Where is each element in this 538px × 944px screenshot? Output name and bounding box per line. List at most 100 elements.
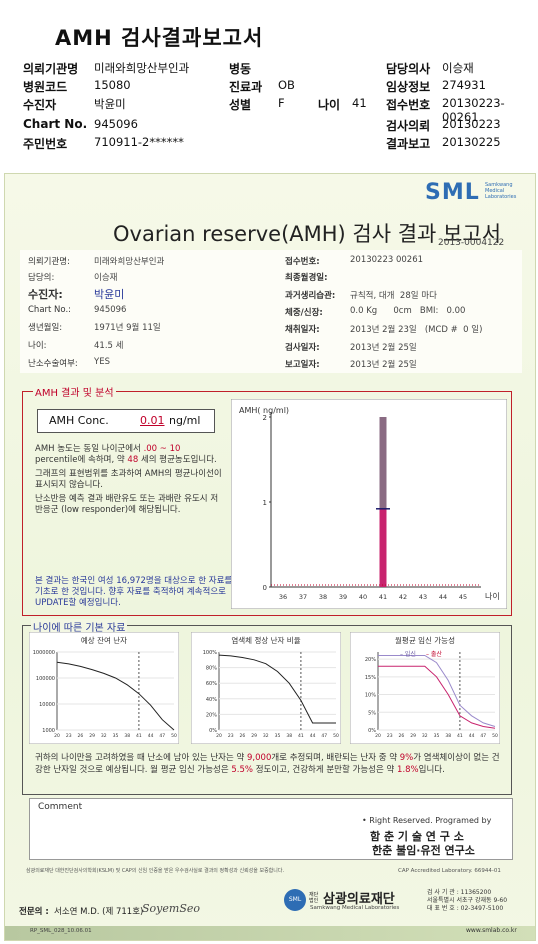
mini3-xtick-9: 47: [480, 733, 486, 739]
analysis-paragraph-3: 난소반응 예측 결과 배란유도 또는 과배란 유도시 저반응군 (low res…: [35, 494, 219, 515]
institute-1: 함 춘 기 술 연 구 소: [370, 830, 464, 843]
left-info-label-5: 나이:: [28, 341, 47, 351]
amh-conc-label: AMH Conc.: [49, 414, 109, 427]
left-info-label-4: 생년월일:: [28, 323, 63, 333]
mini1-xtick-5: 35: [113, 733, 119, 739]
header-row-2-l1-label: 수진자: [23, 98, 57, 112]
contact-phone: 대 표 번 호 : 02-3497-5100: [427, 905, 504, 912]
header-row-3-l3-label: 검사의뢰: [386, 119, 431, 133]
amh-chart-title: AMH( ng/ml): [239, 406, 289, 415]
mini3-series-출산: [378, 665, 496, 729]
mini1-xtick-3: 29: [89, 733, 95, 739]
header-row-2-v2b-value: 41: [352, 96, 367, 110]
mini2-frame: [191, 632, 341, 744]
mini3-xtick-0: 20: [375, 733, 381, 739]
amh-chart: AMH( ng/ml) 0 1 2 36 37 38 39 40 41 42 43 44 45 나이: [231, 399, 507, 609]
left-info-label-1: 담당의:: [28, 273, 55, 283]
summary-c: 가 염색체이상이 없는 건강한 난자일 것으로 예상됩니다. 월 평균 임신 가…: [35, 753, 500, 775]
institute-2: 한춘 불임·유전 연구소: [372, 844, 475, 857]
sml-logo-sub: Samkwang Medical Laboratories: [485, 182, 516, 200]
amh-chart-range-upper: [379, 417, 387, 509]
right-info-label-3: 체중/신장:: [285, 308, 323, 318]
analysis-percentile-range: .00 ~ 10: [143, 444, 181, 454]
mini3-ytick-3: 5%: [368, 710, 376, 716]
right-info-value-0: 20130223 00261: [350, 255, 424, 265]
amh-chart-ytick-1: 1: [263, 499, 267, 507]
analysis-p1-b: percentile에 속하며, 약: [35, 455, 125, 465]
mini3-xtick-1: 23: [387, 733, 393, 739]
summary-e: 입니다.: [418, 765, 445, 775]
mini1-xtick-9: 47: [159, 733, 165, 739]
mini2-ytick-4: 20%: [206, 712, 217, 718]
comment-label: Comment: [38, 802, 83, 812]
amh-chart-xtick-2: 38: [319, 593, 327, 601]
header-row-0-v1-value: 미래와희망산부인과: [94, 61, 190, 75]
amh-chart-range-lower: [379, 508, 387, 587]
mini2-xtick-8: 44: [310, 733, 316, 739]
amh-chart-xlabel: 나이: [485, 591, 500, 601]
mini2-xtick-3: 29: [251, 733, 257, 739]
foundation-english: Samkwang Medical Laboratories: [310, 905, 400, 911]
mini1-ytick-3: 1000: [42, 728, 55, 734]
analysis-paragraph-1: AMH 농도는 동일 나이군에서 .00 ~ 10 percentile에 속하…: [35, 444, 225, 466]
header-row-2-v2-value: F: [278, 96, 285, 110]
mini2-xtick-0: 20: [216, 733, 222, 739]
mini3-ytick-0: 20%: [365, 657, 376, 663]
right-info-label-2: 과거생리습관:: [285, 291, 336, 301]
form-number: RP_SML_028_10.06.01: [30, 928, 92, 934]
header-row-3-v3-value: 20130223: [442, 117, 501, 131]
mini3-xtick-2: 26: [399, 733, 405, 739]
right-info-value-6: 2013년 2월 25일: [350, 360, 417, 370]
mini3-frame: [350, 632, 500, 744]
mini2-xtick-4: 32: [263, 733, 269, 739]
analysis-p1-a: AMH 농도는 동일 나이군에서: [35, 444, 141, 454]
header-row-1-l2-label: 진료과: [229, 80, 263, 94]
right-info-value-4: 2013년 2월 23일 (MCD # 0 일): [350, 325, 483, 335]
right-info-label-0: 접수번호:: [285, 257, 320, 267]
sml-logo-text: SML: [425, 180, 480, 205]
mini1-ytick-2: 10000: [39, 702, 55, 708]
mini3-legend-1: – 출산: [426, 650, 442, 658]
mini3-xtick-4: 32: [422, 733, 428, 739]
summary-d: 정도이고, 건강하게 분만할 가능성은 약: [255, 765, 395, 775]
left-info-label-2: 수진자:: [28, 288, 63, 301]
amh-chart-xtick-7: 43: [419, 593, 427, 601]
mini2-ytick-1: 80%: [206, 666, 217, 672]
mini2-line: [218, 654, 336, 724]
amh-chart-xtick-9: 45: [459, 593, 467, 601]
foundation-prefix: 재단 법인: [309, 892, 319, 904]
foundation-logo-icon: SML: [284, 889, 306, 911]
left-info-value-4: 1971년 9월 11일: [94, 323, 161, 333]
mini3-ytick-4: 0%: [368, 728, 376, 734]
mini1-xtick-0: 20: [54, 733, 60, 739]
specialist-label: 전문의 :: [19, 907, 49, 917]
mini1-xtick-8: 44: [148, 733, 154, 739]
mini2-xtick-2: 26: [240, 733, 246, 739]
footer-bar: [5, 926, 535, 940]
analysis-text: AMH 농도는 동일 나이군에서 .00 ~ 10 percentile에 속하…: [35, 444, 225, 516]
website: www.smlab.co.kr: [466, 927, 517, 934]
analysis-paragraph-2: 그래프의 표현범위를 초과하여 AMH의 평균나이선이 표시되지 않습니다.: [35, 469, 222, 490]
summary-normal-pct: 9%: [399, 753, 414, 763]
header-row-1-l1-label: 병원코드: [23, 80, 68, 94]
patient-info-block: 의뢰기관명: 미래와희망산부인과 담당의: 이승재 수진자: 박윤미 Chart No.: 9…: [20, 250, 522, 373]
right-info-value-3: 0.0 Kg 0cm BMI: 0.00: [350, 306, 466, 316]
amh-chart-frame: [231, 399, 507, 609]
left-info-value-1: 이승재: [94, 273, 118, 283]
amh-chart-xtick-3: 39: [339, 593, 347, 601]
logo-sub-1: Samkwang: [485, 182, 513, 188]
header-row-2-v1-value: 박윤미: [94, 97, 126, 111]
amh-section-title: AMH 결과 및 분석: [33, 384, 116, 399]
right-info-label-4: 채취일자:: [285, 325, 320, 335]
sml-logo: SML: [425, 180, 480, 205]
amh-chart-xtick-0: 36: [279, 593, 287, 601]
header-row-4-v3-value: 20130225: [442, 135, 501, 149]
rights-text: • Right Reserved. Programed by: [362, 816, 492, 825]
summary-b: 개로 추정되며, 배란되는 난자 중 약: [271, 753, 398, 763]
analysis-p1-c: 세의 평균농도입니다.: [140, 455, 217, 465]
page-title: AMH 검사결과보고서: [55, 26, 264, 50]
cap-accreditation: CAP Accredited Laboratory. 66944-01: [398, 868, 501, 874]
summary-eggs: 9,000: [247, 753, 272, 763]
right-info-label-5: 검사일자:: [285, 343, 320, 353]
header-row-2-l3-label: 접수번호: [386, 98, 431, 112]
